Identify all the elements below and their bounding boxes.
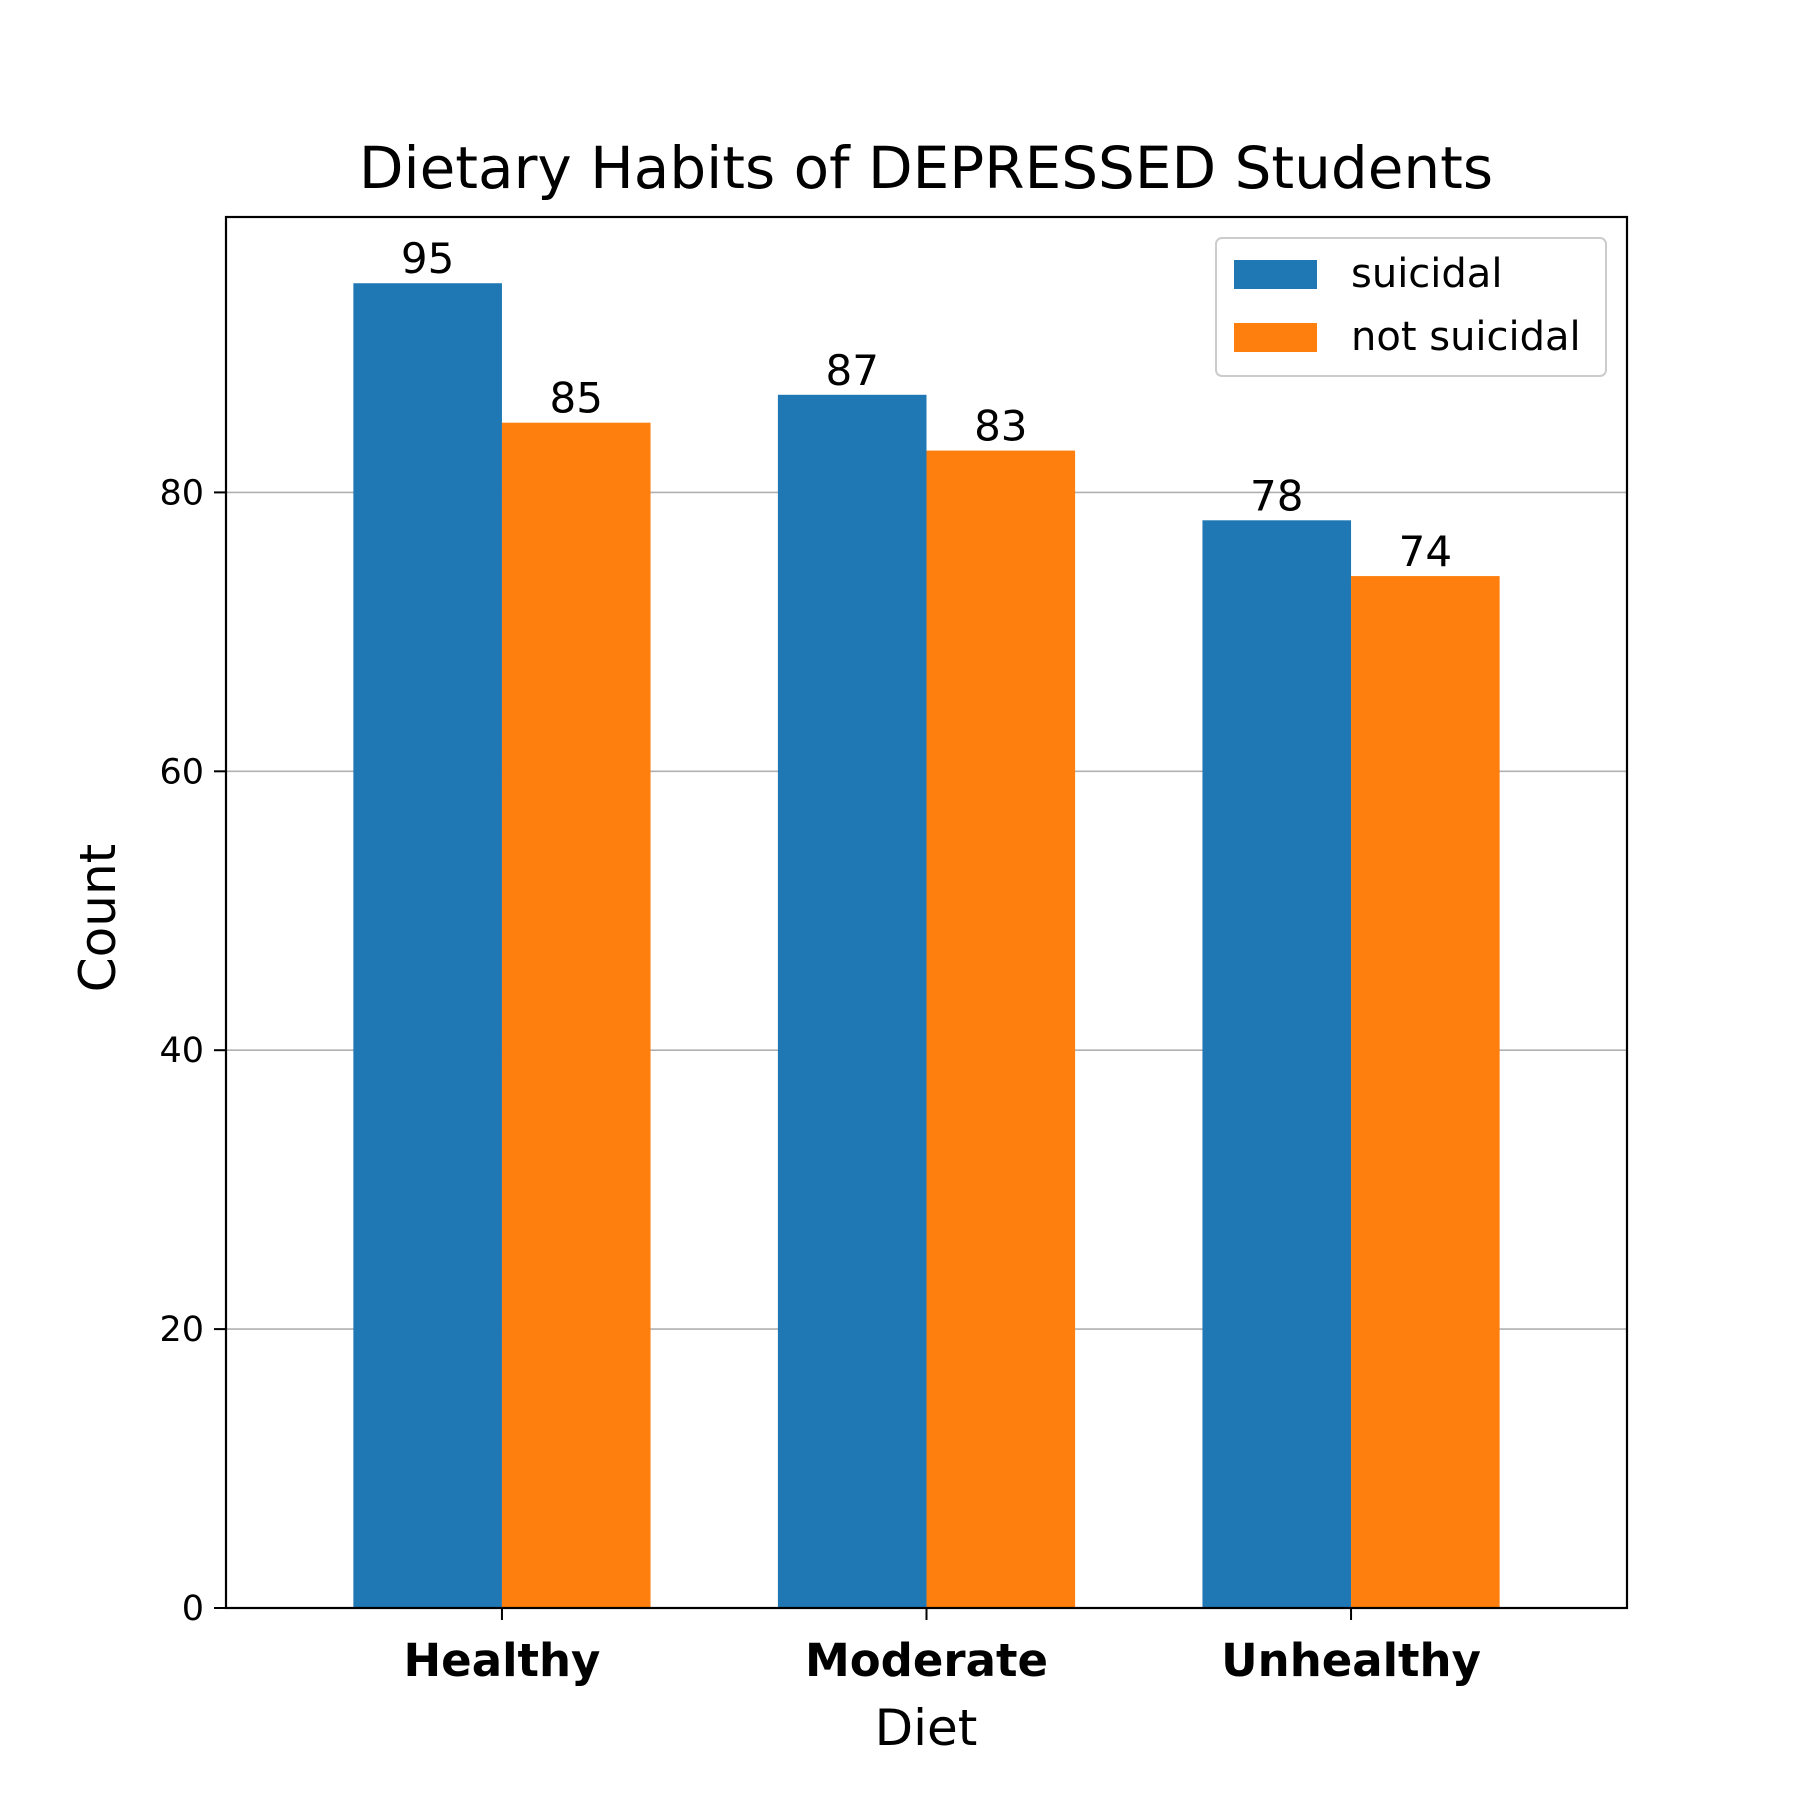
y-tick-label: 60 (159, 752, 204, 792)
y-tick-label: 20 (159, 1310, 204, 1350)
bar (1202, 520, 1352, 1608)
bar-value-label: 83 (974, 402, 1027, 451)
legend-swatch (1234, 323, 1317, 352)
x-tick-label: Moderate (805, 1634, 1048, 1687)
bar (501, 422, 651, 1608)
bar (777, 394, 927, 1608)
value-labels: 95 85 87 83 78 74 (401, 234, 1452, 576)
bar (926, 450, 1076, 1609)
bar-value-label: 87 (825, 346, 878, 395)
bar-value-label: 95 (401, 234, 454, 283)
y-tick-label: 40 (159, 1031, 204, 1071)
x-tick-label: Unhealthy (1221, 1634, 1481, 1687)
bar-value-label: 74 (1399, 527, 1452, 576)
y-tick-label: 0 (182, 1589, 204, 1629)
legend-label: suicidal (1351, 251, 1502, 297)
bar-value-label: 85 (550, 374, 603, 423)
y-axis-label: Count (69, 844, 127, 993)
x-axis-label: Diet (875, 1699, 978, 1757)
bar-value-label: 78 (1250, 471, 1303, 520)
x-tick-label: Healthy (404, 1634, 601, 1687)
chart-title: Dietary Habits of DEPRESSED Students (359, 134, 1493, 202)
legend-swatch (1234, 260, 1317, 289)
bars (353, 283, 1500, 1609)
axis-ticks: 0 20 40 60 80 Healthy Moderate Unhealthy (159, 473, 1480, 1687)
bar (1351, 576, 1500, 1608)
bar (353, 283, 502, 1609)
y-tick-label: 80 (159, 473, 204, 513)
legend-label: not suicidal (1351, 314, 1581, 360)
legend: suicidal not suicidal (1215, 237, 1607, 377)
